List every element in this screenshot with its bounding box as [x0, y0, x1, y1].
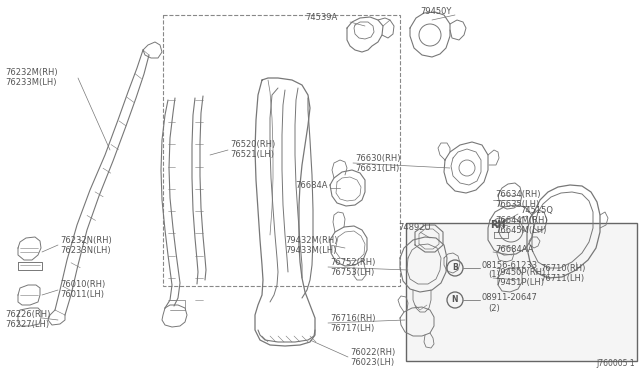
Text: 79451P(LH): 79451P(LH) — [495, 278, 544, 286]
Text: 74892U: 74892U — [398, 224, 431, 232]
Text: 76716(RH): 76716(RH) — [330, 314, 376, 323]
Text: 76233M(LH): 76233M(LH) — [5, 77, 56, 87]
Text: 76521(LH): 76521(LH) — [230, 151, 274, 160]
Text: 76232M(RH): 76232M(RH) — [5, 67, 58, 77]
Text: 74539A: 74539A — [305, 13, 337, 22]
Text: 76753(LH): 76753(LH) — [330, 267, 374, 276]
Text: 76011(LH): 76011(LH) — [60, 291, 104, 299]
Text: RH: RH — [490, 220, 506, 230]
Text: 76684A: 76684A — [295, 180, 328, 189]
Text: 79450Y: 79450Y — [420, 7, 451, 16]
Text: B: B — [452, 263, 458, 273]
Text: 76010(RH): 76010(RH) — [60, 280, 105, 289]
Text: 76717(LH): 76717(LH) — [330, 324, 374, 333]
Text: 76022(RH): 76022(RH) — [350, 347, 396, 356]
Text: 76710(RH): 76710(RH) — [540, 263, 586, 273]
Text: 76023(LH): 76023(LH) — [350, 357, 394, 366]
Text: 76233N(LH): 76233N(LH) — [60, 246, 111, 254]
Text: 79433M(LH): 79433M(LH) — [285, 246, 337, 254]
Text: 76226(RH): 76226(RH) — [5, 311, 51, 320]
Text: 76684AA: 76684AA — [495, 246, 534, 254]
Text: 76520(RH): 76520(RH) — [230, 141, 275, 150]
Text: 76232N(RH): 76232N(RH) — [60, 235, 112, 244]
Text: 76752(RH): 76752(RH) — [330, 257, 376, 266]
Text: 76644M(RH): 76644M(RH) — [495, 215, 548, 224]
Text: 76631(LH): 76631(LH) — [355, 164, 399, 173]
Bar — [406, 223, 637, 361]
Text: N: N — [452, 295, 458, 305]
Text: 76630(RH): 76630(RH) — [355, 154, 401, 163]
Bar — [163, 15, 400, 286]
Text: 76711(LH): 76711(LH) — [540, 273, 584, 282]
Text: J760005 1: J760005 1 — [596, 359, 635, 368]
Text: (1): (1) — [488, 270, 500, 279]
Text: 08911-20647: 08911-20647 — [482, 294, 538, 302]
Text: (2): (2) — [488, 304, 500, 312]
Text: 76227(LH): 76227(LH) — [5, 321, 49, 330]
Text: 76645M(LH): 76645M(LH) — [495, 225, 547, 234]
Text: 76635(LH): 76635(LH) — [495, 201, 540, 209]
Text: 76634(RH): 76634(RH) — [495, 190, 541, 199]
Text: 74515Q: 74515Q — [520, 205, 553, 215]
Text: 08156-61233: 08156-61233 — [482, 260, 538, 269]
Circle shape — [497, 222, 503, 228]
Text: 79432M(RH): 79432M(RH) — [285, 235, 337, 244]
Text: 79450P(RH): 79450P(RH) — [495, 267, 545, 276]
